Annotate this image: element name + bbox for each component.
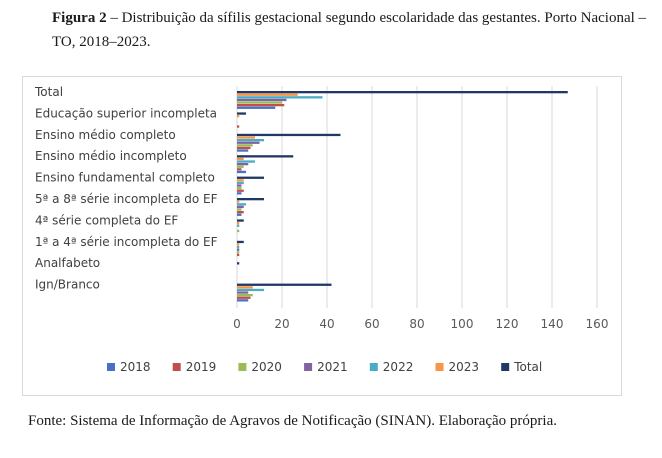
bar-2020-3 <box>237 165 244 168</box>
bar-2019-0 <box>237 104 285 107</box>
category-label: 5ª a 8ª série incompleta do EF <box>35 192 218 206</box>
legend-swatch-2020 <box>238 363 247 371</box>
bar-total-1 <box>237 112 246 115</box>
bar-total-5 <box>237 198 264 201</box>
bar-chart: 0 20 40 60 80 100 120 140 160 Total Educação super… <box>34 85 609 374</box>
bar-2023-7 <box>237 243 240 246</box>
legend-swatch-2023 <box>435 363 444 371</box>
bar-2019-4 <box>237 189 244 192</box>
legend-swatch-2019 <box>172 363 181 371</box>
x-tick-label: 100 <box>451 317 474 331</box>
bar-total-7 <box>237 240 244 244</box>
category-label: 1ª a 4ª série incompleta do EF <box>35 235 218 249</box>
bar-2020-9 <box>237 294 253 297</box>
legend-swatch-total <box>501 363 510 371</box>
category-label: Ensino fundamental completo <box>35 171 215 185</box>
bar-2021-3 <box>237 163 249 166</box>
bar-2021-7 <box>237 248 240 251</box>
bar-2023-2 <box>237 136 255 139</box>
bar-2019-9 <box>237 296 251 299</box>
x-tick-label: 120 <box>496 317 519 331</box>
legend-swatch-2022 <box>369 363 378 371</box>
bar-2022-2 <box>237 139 264 142</box>
legend-swatch-2018 <box>107 363 115 371</box>
category-label: Ensino médio completo <box>35 128 176 142</box>
bar-2021-5 <box>237 205 244 209</box>
figure-label: Figura 2 <box>52 10 107 26</box>
x-tick-label: 0 <box>233 317 241 331</box>
bar-2020-5 <box>237 208 242 211</box>
bar-2022-0 <box>237 96 323 99</box>
bar-2020-7 <box>237 251 240 254</box>
legend-label-2022: 2022 <box>383 360 414 374</box>
legend-label-2020: 2020 <box>251 360 282 374</box>
bar-2018-3 <box>237 170 246 174</box>
bar-2019-7 <box>237 253 240 257</box>
bar-2023-4 <box>237 179 244 182</box>
legend-swatch-2021 <box>304 363 313 371</box>
bar-2018-2 <box>237 149 249 152</box>
x-tick-label: 140 <box>541 317 564 331</box>
bar-2019-3 <box>237 168 242 171</box>
figure-title: – Distribuição da sífilis gestacional se… <box>52 10 647 50</box>
bar-total-2 <box>237 133 341 137</box>
bar-2021-9 <box>237 291 249 294</box>
figure-caption: Figura 2 – Distribuição da sífilis gesta… <box>52 6 652 54</box>
bar-2021-0 <box>237 98 287 102</box>
bar-2019-2 <box>237 146 251 150</box>
bar-2023-5 <box>237 200 240 203</box>
category-label: Analfabeto <box>35 256 100 270</box>
category-label: Total <box>34 85 63 99</box>
x-tick-label: 20 <box>274 317 289 331</box>
bar-2022-5 <box>237 203 246 206</box>
bar-total-0 <box>237 91 568 94</box>
bar-2023-6 <box>237 222 240 225</box>
bar-total-4 <box>237 176 264 179</box>
category-label: Ign/Branco <box>35 278 100 292</box>
bar-total-9 <box>237 283 332 286</box>
legend-label-2023: 2023 <box>449 360 480 374</box>
bar-2021-4 <box>237 184 242 187</box>
source-note: Fonte: Sistema de Informação de Agravos … <box>28 413 557 429</box>
bar-2023-9 <box>237 286 253 289</box>
bar-2020-6 <box>237 229 240 233</box>
legend-label-total: Total <box>513 360 542 374</box>
bar-2019-5 <box>237 211 244 214</box>
category-label: 4ª série completa do EF <box>35 213 178 227</box>
bar-2022-6 <box>237 224 240 227</box>
bar-2018-9 <box>237 299 249 302</box>
x-tick-label: 40 <box>319 317 334 331</box>
bar-2018-0 <box>237 106 276 109</box>
legend-label-2018: 2018 <box>120 360 151 374</box>
x-tick-label: 80 <box>409 317 424 331</box>
bar-2023-0 <box>237 93 298 96</box>
bar-2020-0 <box>237 101 282 104</box>
bar-total-6 <box>237 219 244 222</box>
category-label: Educação superior incompleta <box>35 106 217 120</box>
bar-2022-9 <box>237 288 264 292</box>
bar-2018-4 <box>237 192 242 195</box>
legend-label-2019: 2019 <box>186 360 217 374</box>
x-tick-label: 60 <box>364 317 379 331</box>
bar-2021-2 <box>237 141 260 144</box>
bar-2019-1 <box>237 125 240 128</box>
bar-total-8 <box>237 262 240 265</box>
chart-frame: 0 20 40 60 80 100 120 140 160 Total Educação super… <box>22 76 622 396</box>
x-tick-label: 160 <box>586 317 609 331</box>
bar-2020-4 <box>237 187 242 190</box>
category-label: Ensino médio incompleto <box>35 149 187 163</box>
bar-total-3 <box>237 155 294 158</box>
bar-2022-4 <box>237 181 244 185</box>
bar-2020-2 <box>237 144 253 147</box>
bar-2022-7 <box>237 246 240 249</box>
legend-label-2021: 2021 <box>317 360 348 374</box>
bar-2018-5 <box>237 213 242 216</box>
bar-2023-1 <box>237 115 240 118</box>
bar-2023-3 <box>237 157 244 161</box>
bar-2022-3 <box>237 160 255 163</box>
